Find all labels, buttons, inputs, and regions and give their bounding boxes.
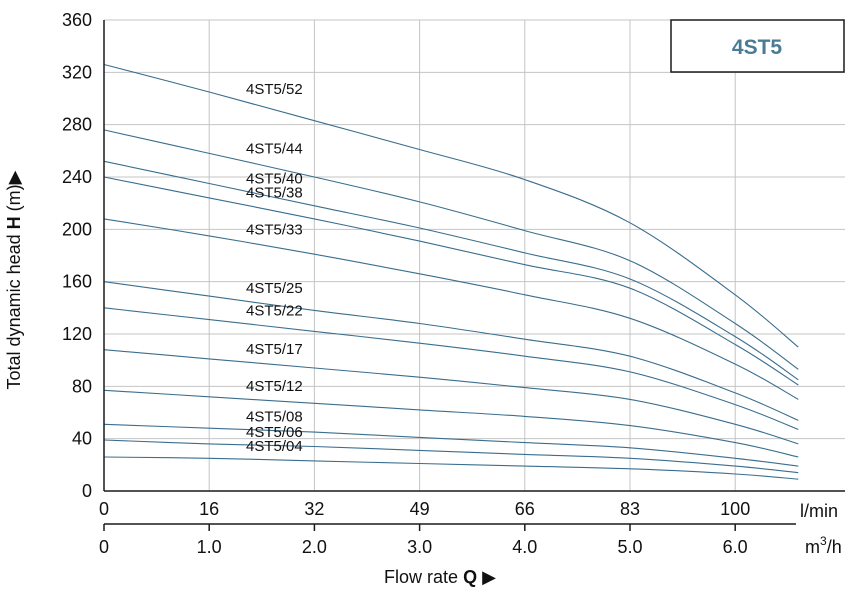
series-line	[103, 423, 799, 467]
series-line	[103, 176, 799, 386]
series-label: 4ST5/08	[246, 409, 303, 426]
x-tick-label-m3h: 2.0	[302, 537, 327, 557]
x-axis-symbol: Q	[463, 567, 477, 587]
y-axis-title: Total dynamic head H (m)▶	[4, 170, 24, 389]
x-unit-m3h-sup: 3	[820, 534, 827, 548]
y-tick-label: 360	[62, 10, 92, 30]
series-line	[103, 439, 799, 474]
y-tick-label: 160	[62, 272, 92, 292]
x-tick-label-lmin: 100	[720, 499, 750, 519]
y-tick-label: 320	[62, 62, 92, 82]
y-tick-label: 80	[72, 376, 92, 396]
y-axis-unit: (m)	[4, 184, 24, 211]
series-line	[103, 281, 799, 421]
x-tick-label-m3h: 3.0	[407, 537, 432, 557]
x-tick-label-lmin: 66	[515, 499, 535, 519]
x-tick-label-m3h: 4.0	[512, 537, 537, 557]
series-line	[103, 389, 799, 458]
x-unit-m3h-base: m	[805, 537, 820, 557]
x-tick-label-lmin: 0	[99, 499, 109, 519]
series-line	[103, 218, 799, 400]
title-badge: 4ST5	[670, 19, 845, 73]
series-line	[103, 456, 799, 480]
series-label: 4ST5/40	[246, 170, 303, 187]
series-label: 4ST5/22	[246, 303, 303, 320]
x-axis-arrow: ▶	[482, 567, 496, 587]
series-label: 4ST5/25	[246, 280, 303, 297]
series-line	[103, 160, 799, 381]
curves	[103, 63, 799, 480]
y-axis-arrow: ▶	[4, 170, 24, 184]
series-label: 4ST5/12	[246, 378, 303, 395]
x-tick-label-m3h: 5.0	[617, 537, 642, 557]
x-tick-label-lmin: 16	[199, 499, 219, 519]
x-tick-label-m3h: 6.0	[723, 537, 748, 557]
series-line	[103, 307, 799, 431]
title-badge-box	[670, 19, 845, 73]
y-axis-symbol: H	[4, 216, 24, 229]
series-label: 4ST5/04	[246, 438, 303, 455]
series-label: 4ST5/17	[246, 341, 303, 358]
y-axis-label: Total dynamic head	[4, 234, 24, 389]
series-label: 4ST5/38	[246, 184, 303, 201]
x-axis-label: Flow rate	[384, 567, 458, 587]
y-tick-label: 240	[62, 167, 92, 187]
x-unit-lmin: l/min	[800, 501, 838, 521]
labels: 0408012016020024028032036000161.0322.049…	[62, 10, 750, 557]
grid	[104, 19, 845, 491]
x-tick-label-lmin: 49	[410, 499, 430, 519]
x-unit-m3h: m3/h	[805, 534, 842, 557]
x-tick-label-lmin: 83	[620, 499, 640, 519]
x-tick-label-lmin: 32	[304, 499, 324, 519]
series-label: 4ST5/44	[246, 141, 303, 158]
y-tick-label: 120	[62, 324, 92, 344]
chart-title: 4ST5	[732, 36, 783, 59]
series-label: 4ST5/52	[246, 81, 303, 98]
x-tick-label-m3h: 0	[99, 537, 109, 557]
y-tick-label: 40	[72, 429, 92, 449]
series-label: 4ST5/06	[246, 424, 303, 441]
series-label: 4ST5/33	[246, 221, 303, 238]
axes	[103, 20, 845, 531]
series-line	[103, 349, 799, 445]
x-unit-m3h-tail: /h	[827, 537, 842, 557]
x-tick-label-m3h: 1.0	[197, 537, 222, 557]
y-tick-label: 0	[82, 481, 92, 501]
y-tick-label: 280	[62, 115, 92, 135]
series-line	[103, 63, 799, 348]
series-line	[103, 129, 799, 370]
x-axis-title: Flow rate Q ▶	[384, 567, 496, 587]
y-tick-label: 200	[62, 219, 92, 239]
